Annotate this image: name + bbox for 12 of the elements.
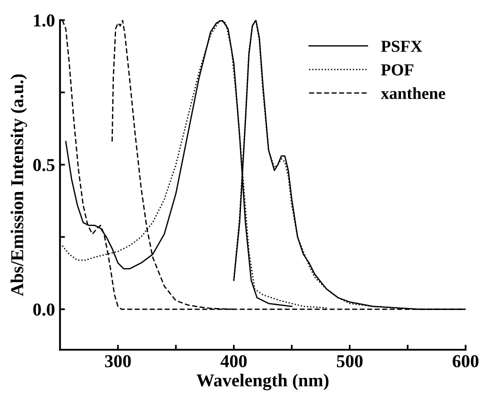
x-tick-label: 500 [336, 355, 363, 368]
y-tick-label: 1.0 [34, 14, 54, 27]
y-tick-label: 0.5 [33, 158, 54, 172]
y-tick-label: 0.0 [33, 304, 54, 316]
legend-label: xanthene [380, 87, 446, 100]
legend-label: PSFX [381, 40, 422, 52]
x-axis-title: Wavelength (nm) [196, 374, 328, 390]
x-tick-label: 300 [105, 355, 131, 368]
x-tick-label: 600 [452, 355, 478, 368]
legend-label: POF [381, 64, 414, 76]
y-axis-title: Abs/Emission Intensity (a.u.) [10, 74, 28, 296]
x-tick-label: 400 [220, 355, 247, 368]
